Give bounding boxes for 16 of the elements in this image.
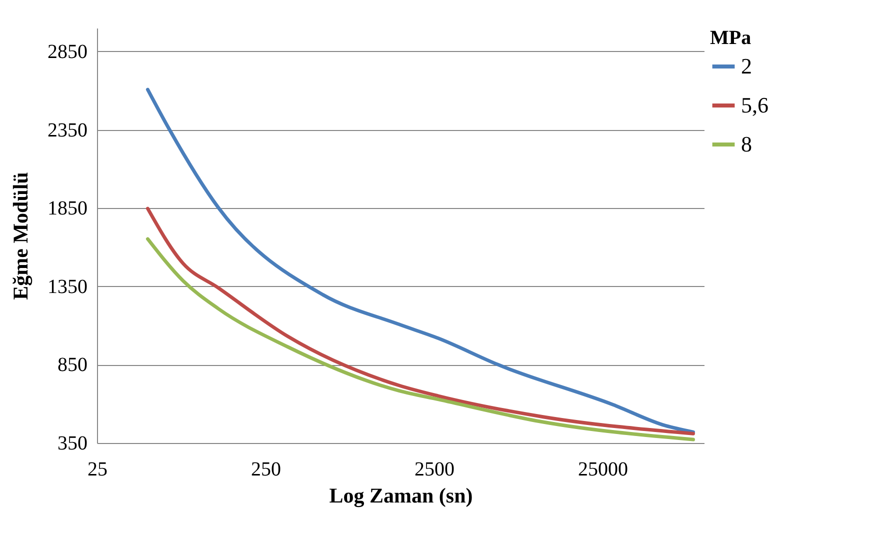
legend-label: 5,6 — [741, 92, 768, 118]
legend-label: 2 — [741, 54, 752, 78]
y-tick-label: 2850 — [48, 40, 88, 63]
y-tick-label: 1350 — [48, 276, 88, 298]
x-tick-label: 25 — [88, 458, 108, 480]
y-axis-title: Eğme Modülü — [8, 172, 32, 300]
legend-label: 8 — [741, 132, 752, 156]
y-tick-label: 850 — [58, 354, 88, 376]
y-tick-label: 350 — [58, 432, 88, 454]
x-tick-label: 2500 — [414, 458, 455, 480]
y-tick-label: 1850 — [48, 198, 88, 220]
x-tick-label: 25000 — [578, 458, 628, 480]
x-tick-label: 250 — [251, 458, 282, 480]
y-tick-label: 2350 — [48, 119, 88, 142]
x-axis-title: Log Zaman (sn) — [329, 484, 473, 508]
legend-title: MPa — [710, 27, 752, 49]
